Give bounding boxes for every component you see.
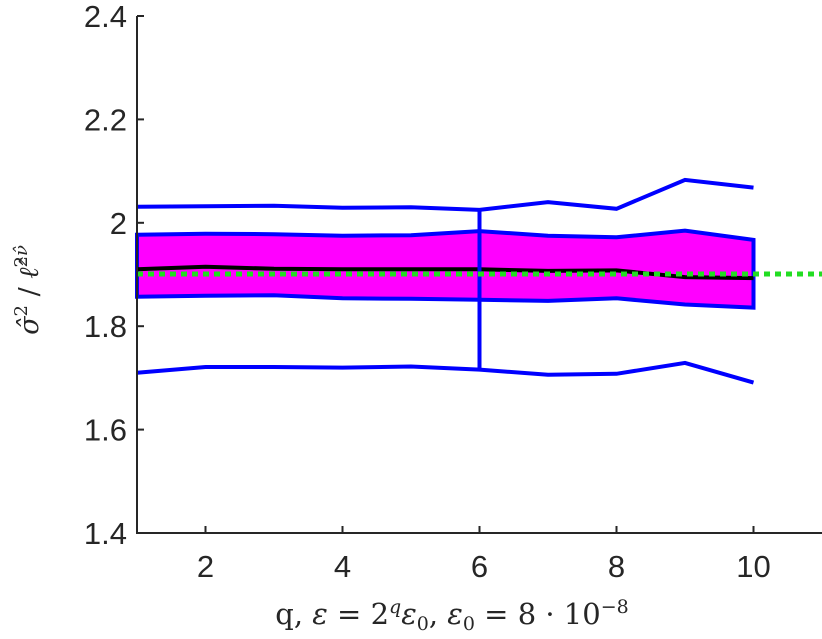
median-line: [136, 264, 754, 281]
lower-whisker-line: [136, 360, 755, 385]
y-tick-label: 1.4: [84, 516, 127, 551]
y-tick-label: 2.2: [84, 102, 127, 137]
plot-area: [135, 177, 822, 385]
x-axis-label: q, ε = 2qε0, ε0 = 8 · 10−8: [275, 596, 628, 635]
x-tick-label: 2: [197, 549, 214, 584]
y-tick-label: 1.8: [84, 309, 127, 344]
x-tick-label: 4: [334, 549, 351, 584]
y-tick-label: 2.4: [84, 0, 127, 34]
x-tick-label: 8: [608, 549, 625, 584]
y-tick-label: 1.6: [84, 413, 127, 448]
x-tick-label: 6: [471, 549, 488, 584]
upper-whisker-line: [136, 177, 754, 212]
x-tick-label: 10: [736, 549, 770, 584]
axes: 2 4 6 8 10 1.4 1.6 1.8 2 2.2 2.4: [84, 0, 822, 584]
y-tick-label: 2: [110, 206, 127, 241]
y-axis-label: σ̂2 / ℓ̂2ν̂: [11, 245, 45, 335]
